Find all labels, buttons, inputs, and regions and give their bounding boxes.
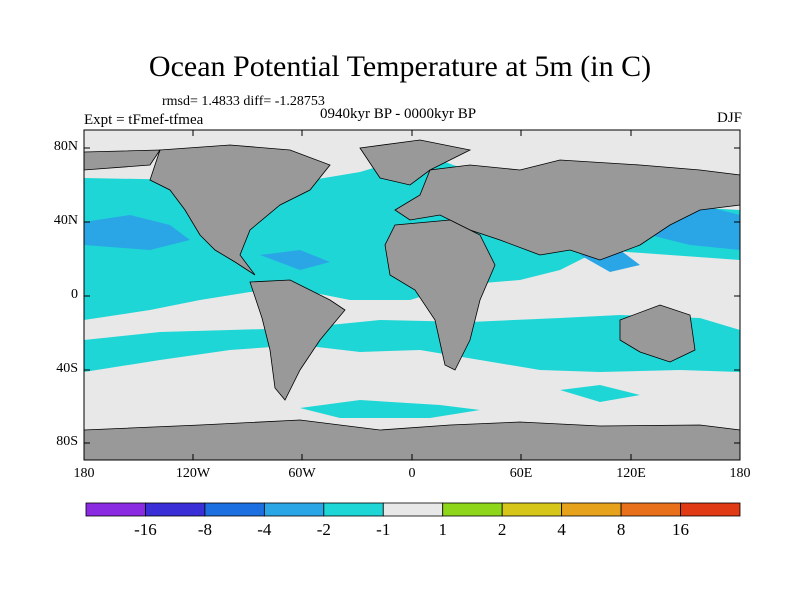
colorbar-label: -1 [376,520,391,539]
colorbar-label: 2 [497,520,507,539]
colorbar-label: 8 [616,520,626,539]
colorbar [85,502,741,517]
colorbar-swatch [204,502,265,517]
lon-tick-180e: 180 [729,466,751,481]
colorbar-label: -16 [134,520,157,539]
colorbar-swatch [85,502,146,517]
moderate-anomaly-patches [84,205,740,272]
lon-tick-0: 0 [408,466,416,481]
colorbar-swatch [145,502,206,517]
season-label: DJF [716,110,742,126]
stats-text: rmsd= 1.4833 diff= -1.28753 [162,94,325,109]
axis-ticks [84,130,740,460]
lat-tick-80n: 80N [53,139,78,154]
colorbar-swatch [382,502,444,517]
south-band-patch [84,315,740,372]
colorbar-swatch [263,502,325,517]
colorbar-label: 16 [672,520,690,539]
colorbar-label: 1 [438,520,447,539]
southern-ocean-streak-2 [560,385,640,402]
colorbar-swatch [561,502,622,517]
eurasia [394,159,741,261]
north-america [149,144,331,276]
colorbar-swatch [323,502,384,517]
caribbean-patch [260,250,330,270]
lat-tick-0: 0 [71,287,78,302]
colorbar-label: -8 [197,520,212,539]
lon-tick-60e: 60E [509,466,533,481]
colorbar-swatch [680,502,741,517]
colorbar-swatch [620,502,681,517]
lat-tick-80s: 80S [56,434,78,449]
colorbar-label: 4 [557,520,566,539]
lon-tick-180w: 180 [73,466,95,481]
lon-tick-60w: 60W [288,466,316,481]
lon-tick-120e: 120E [616,466,646,481]
africa [384,219,496,371]
lat-tick-40s: 40S [56,361,78,376]
southern-ocean-streak [300,400,480,418]
experiment-label: Expt = tFmef-tfmea [84,112,204,128]
map-title: Ocean Potential Temperature at 5m (in C) [148,50,652,83]
south-america [249,279,346,401]
colorbar-label: -2 [316,520,331,539]
colorbar-swatch [501,502,563,517]
lon-tick-120w: 120W [175,466,211,481]
period-label: 0940kyr BP - 0000kyr BP [320,106,477,122]
australia [619,304,696,363]
land-masses [83,139,741,461]
north-pacific-west-patch [84,215,190,250]
lat-tick-40n: 40N [53,213,78,228]
colorbar-label: -4 [257,520,272,539]
colorbar-swatch [442,502,503,517]
